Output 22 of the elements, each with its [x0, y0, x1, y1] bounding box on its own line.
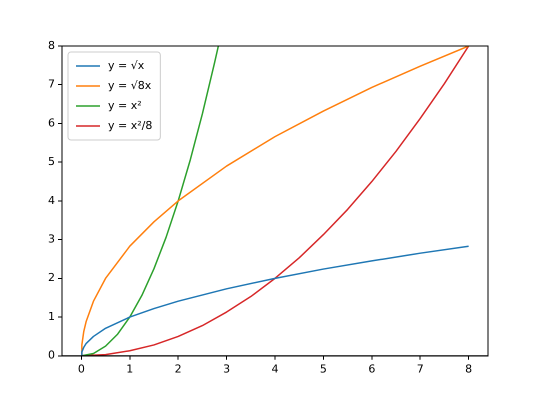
x-tick-label: 4 — [272, 362, 278, 376]
x-tick-label: 3 — [223, 362, 230, 376]
x-tick-label: 5 — [320, 362, 327, 376]
x-tick-label: 8 — [465, 362, 472, 376]
legend-label: y = x²/8 — [108, 118, 152, 132]
y-tick-label: 5 — [48, 155, 55, 168]
x-tick-label: 6 — [368, 362, 376, 376]
y-tick-label: 6 — [48, 116, 55, 130]
y-tick-label: 4 — [48, 194, 55, 207]
x-tick-label: 7 — [416, 362, 424, 376]
legend-label: y = √8x — [108, 78, 152, 92]
y-tick-label: 3 — [48, 232, 55, 246]
y-tick-label: 2 — [48, 271, 55, 284]
y-tick-label: 1 — [48, 310, 55, 323]
y-tick-label: 7 — [48, 78, 55, 91]
y-tick-label: 0 — [48, 348, 55, 362]
x-tick-label: 1 — [126, 362, 134, 376]
x-tick-label: 0 — [78, 362, 85, 376]
y-tick-label: 8 — [48, 38, 55, 52]
legend-label: y = x² — [108, 98, 142, 112]
x-tick-label: 2 — [174, 362, 182, 376]
legend-label: y = √x — [108, 58, 145, 72]
